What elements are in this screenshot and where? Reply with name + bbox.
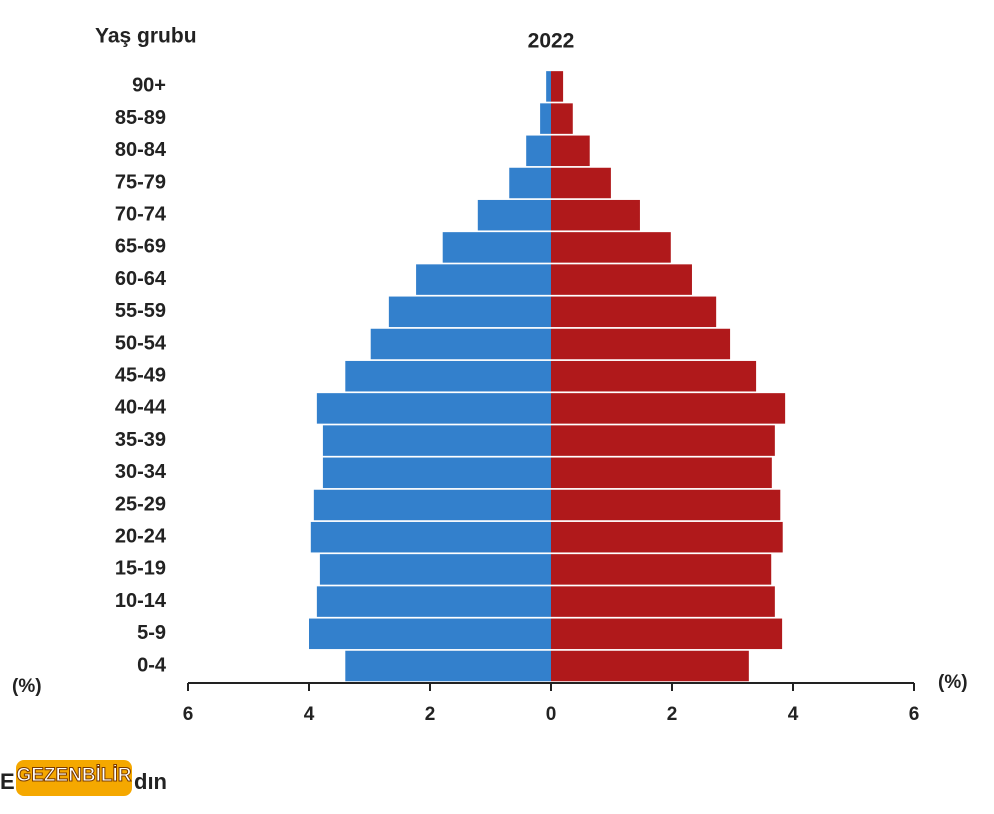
bar: [551, 521, 783, 553]
bar: [442, 232, 551, 263]
bar: [551, 199, 640, 231]
category-label: 5-9: [137, 622, 166, 644]
bar: [551, 232, 671, 263]
bar: [310, 521, 551, 553]
x-unit-right: (%): [938, 672, 968, 693]
bar: [551, 425, 775, 456]
category-label: 0-4: [137, 654, 167, 676]
category-label: 50-54: [115, 332, 167, 354]
category-label: 65-69: [115, 236, 166, 258]
bar: [316, 586, 551, 617]
bar: [526, 135, 551, 167]
bar: [477, 199, 551, 231]
category-label: 25-29: [115, 493, 166, 515]
bar: [551, 103, 573, 134]
category-label: 85-89: [115, 107, 166, 129]
category-label: 75-79: [115, 171, 166, 193]
category-label: 10-14: [115, 590, 167, 612]
x-unit-left: (%): [12, 676, 42, 697]
x-tick-label: 2: [425, 704, 436, 725]
bar: [551, 489, 781, 521]
x-tick-label: 6: [909, 704, 920, 725]
bar: [313, 489, 551, 521]
bar: [509, 167, 551, 199]
bar: [551, 650, 749, 682]
category-label: 30-34: [115, 461, 167, 483]
bar: [551, 554, 772, 585]
footer-right: dın: [134, 769, 167, 794]
category-label: 20-24: [115, 525, 167, 547]
category-label: 15-19: [115, 558, 166, 580]
bar: [345, 360, 551, 392]
bar: [546, 71, 551, 102]
x-tick-label: 0: [546, 704, 557, 725]
category-label: 40-44: [115, 397, 167, 419]
bar: [551, 71, 564, 102]
bar: [551, 296, 717, 328]
bar: [551, 457, 772, 489]
x-tick-label: 6: [183, 704, 194, 725]
category-label: 55-59: [115, 300, 166, 322]
bar: [551, 264, 692, 295]
x-tick-label: 2: [667, 704, 678, 725]
bar: [309, 618, 551, 650]
y-axis-title: Yaş grubu: [95, 25, 197, 48]
bar: [551, 618, 783, 650]
footer: E GEZENBİLİR dın: [0, 760, 167, 796]
x-tick-label: 4: [304, 704, 315, 725]
category-label: 90+: [132, 75, 166, 97]
bar: [551, 360, 757, 392]
logo-badge: [16, 760, 132, 796]
x-tick-label: 4: [788, 704, 799, 725]
category-label: 60-64: [115, 268, 167, 290]
footer-left: E: [0, 769, 15, 794]
category-label: 45-49: [115, 364, 166, 386]
bar: [345, 650, 551, 682]
bar: [551, 135, 590, 167]
bar: [316, 393, 551, 424]
bar: [540, 103, 551, 134]
bar: [551, 393, 786, 424]
bar: [370, 328, 551, 360]
bar: [322, 457, 551, 489]
category-label: 80-84: [115, 139, 167, 161]
bar: [388, 296, 551, 328]
bar: [319, 554, 551, 585]
bar: [416, 264, 551, 295]
logo: GEZENBİLİR: [16, 765, 131, 786]
category-label: 35-39: [115, 429, 166, 451]
bar: [551, 586, 775, 617]
bar: [551, 328, 731, 360]
bar: [322, 425, 551, 456]
chart-title: 2022: [528, 30, 575, 53]
bar: [551, 167, 611, 199]
category-label: 70-74: [115, 203, 167, 225]
